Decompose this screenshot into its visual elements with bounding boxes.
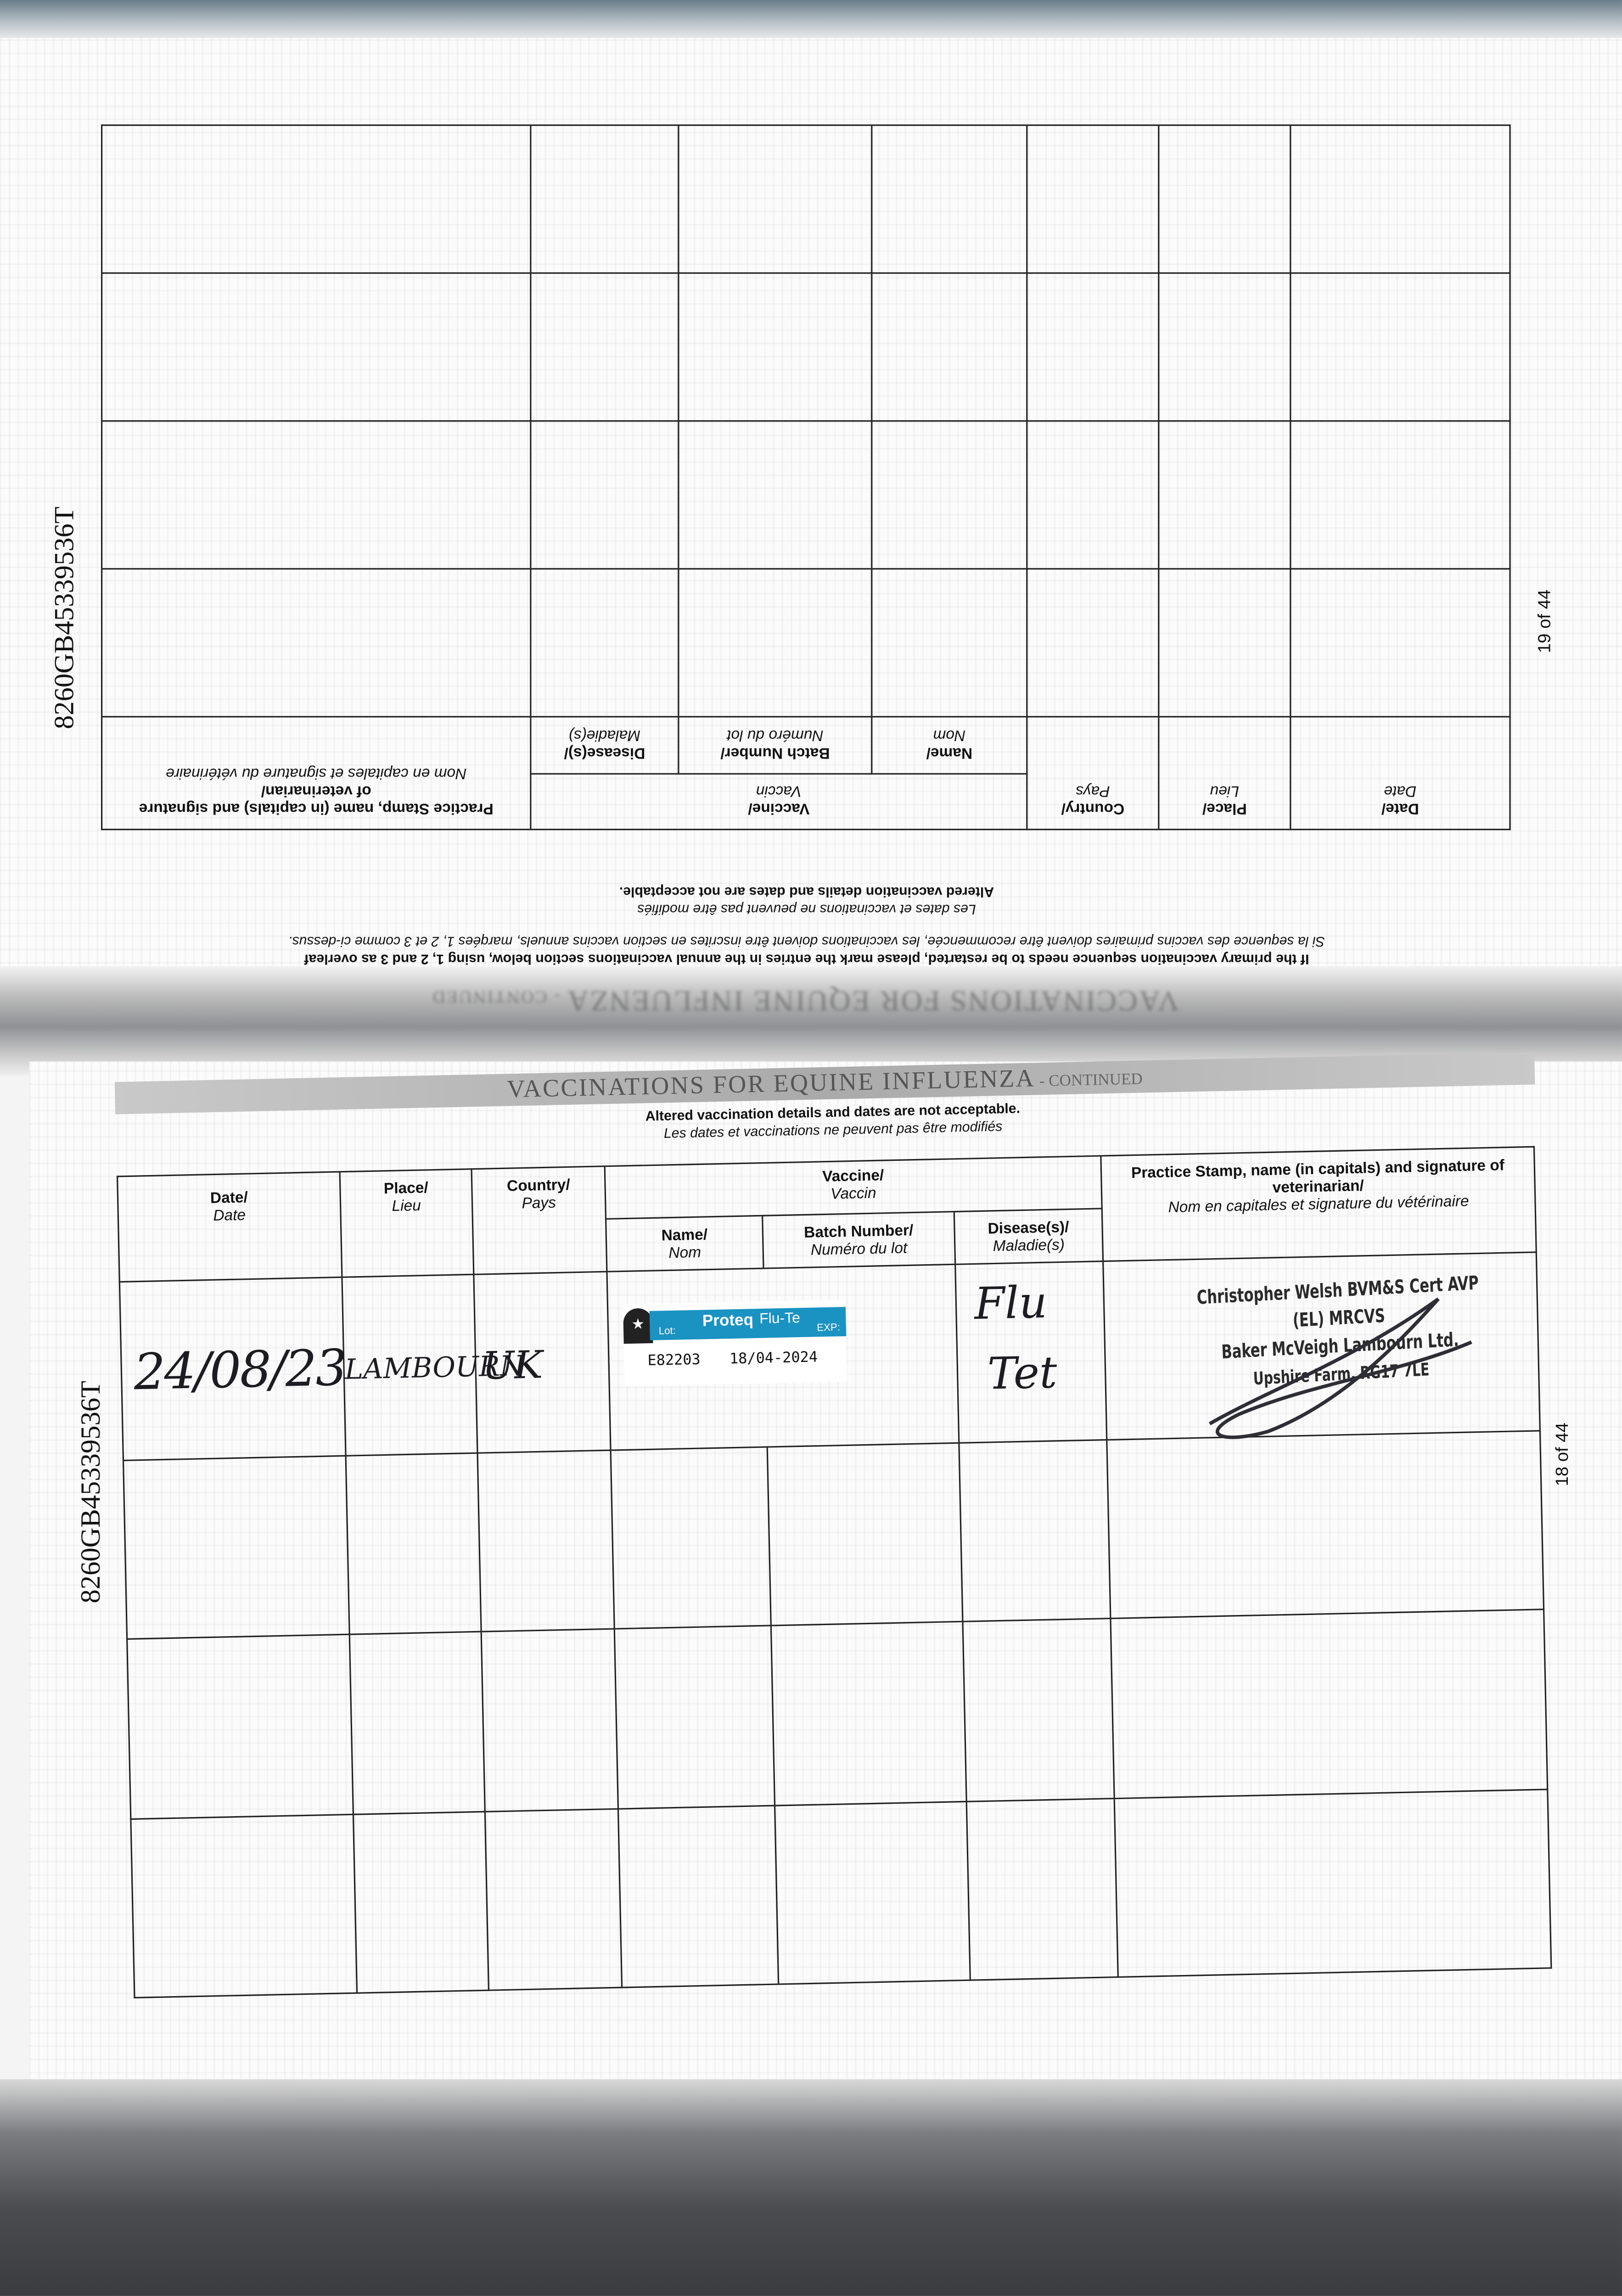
entry-date: 24/08/23 (119, 1277, 346, 1461)
col-country: Country/Pays (1027, 716, 1159, 830)
table-row (123, 1430, 1544, 1640)
entry-vaccine-label: ★ Proteq Flu-Te Lot: EXP: E82203 18/04-20… (606, 1264, 959, 1451)
reverse-section-title: VACCINATIONS FOR EQUINE INFLUENZA - CONT… (431, 984, 1179, 1016)
entry-country: UK (473, 1272, 611, 1453)
page-19-vaccination-table: Date/Date Place/Lieu Country/Pays Vaccin… (101, 124, 1511, 830)
col-date: Date/Date (117, 1171, 342, 1282)
col-place: Place/Lieu (340, 1169, 474, 1277)
page-number-18: 18 of 44 (1551, 1423, 1572, 1486)
page-18-content: VACCINATIONS FOR EQUINE INFLUENZA - CONT… (114, 1031, 1583, 1998)
altered-note-fr: Les dates et vaccinations ne peuvent pas… (637, 900, 976, 917)
vaccine-sticker: ★ Proteq Flu-Te Lot: EXP: E82203 18/04-20… (623, 1300, 847, 1386)
scanner-edge-top (0, 0, 1622, 38)
table-row (101, 568, 1510, 717)
page-18-vaccination-table: Date/Date Place/Lieu Country/Pays Vaccin… (117, 1146, 1552, 1998)
entry-diseases: Flu Tet (955, 1261, 1107, 1443)
page-19: If the primary vaccination sequence need… (0, 38, 1622, 990)
table-row (130, 1789, 1551, 1998)
page-18: VACCINATIONS FOR EQUINE INFLUENZA - CONT… (29, 1052, 1622, 2087)
restart-note-en: If the primary vaccination sequence need… (304, 950, 1309, 967)
col-place: Place/Lieu (1158, 716, 1291, 830)
batch-number: E82203 (647, 1352, 701, 1370)
signature-scribble (1208, 1297, 1472, 1439)
table-row (101, 125, 1510, 273)
expiry-date: 18/04-2024 (729, 1350, 818, 1368)
serial-number-page-19: 8260GB45339536T (50, 506, 81, 729)
scanner-edge-bottom (0, 2079, 1622, 2296)
col-vaccine: Vaccine/Vaccin (605, 1156, 1102, 1219)
altered-note-en: Altered vaccination details and dates ar… (619, 883, 994, 899)
col-practice: Practice Stamp, name (in capitals) and s… (101, 716, 531, 830)
col-diseases: Disease(s)/Maladie(s) (530, 716, 679, 774)
col-vaccine: Vaccine/Vaccin (530, 774, 1027, 830)
col-date: Date/Date (1290, 716, 1510, 830)
entry-practice-stamp: Christopher Welsh BVM&S Cert AVP (EL) MR… (1103, 1252, 1540, 1440)
col-diseases: Disease(s)/Maladie(s) (954, 1208, 1103, 1265)
serial-number-page-18: 8260GB45339536T (76, 1380, 107, 1604)
page-19-content: If the primary vaccination sequence need… (101, 124, 1511, 967)
col-name: Name/Nom (606, 1216, 764, 1272)
col-country: Country/Pays (471, 1166, 607, 1275)
col-batch: Batch Number/Numéro du lot (762, 1211, 955, 1269)
brand-logo-icon: ★ (623, 1308, 653, 1344)
page-18-notes: Altered vaccination details and dates ar… (481, 1098, 1184, 1148)
table-row (127, 1609, 1548, 1819)
entry-place: LAMBOURN (342, 1274, 524, 1456)
restart-note-fr: Si la sequence des vaccins primaires doi… (288, 933, 1325, 949)
col-practice: Practice Stamp, name (in capitals) and s… (1100, 1147, 1537, 1261)
section-title: VACCINATIONS FOR EQUINE INFLUENZA (506, 1064, 1036, 1103)
table-row (101, 273, 1510, 421)
table-row: 24/08/23 LAMBOURN UK ★ Proteq Flu-Te Lot:… (119, 1252, 1540, 1461)
col-name: Name/Nom (871, 716, 1027, 774)
page-number-19: 19 of 44 (1534, 589, 1555, 653)
table-row (101, 421, 1510, 569)
col-batch: Batch Number/Numéro du lot (678, 716, 872, 774)
